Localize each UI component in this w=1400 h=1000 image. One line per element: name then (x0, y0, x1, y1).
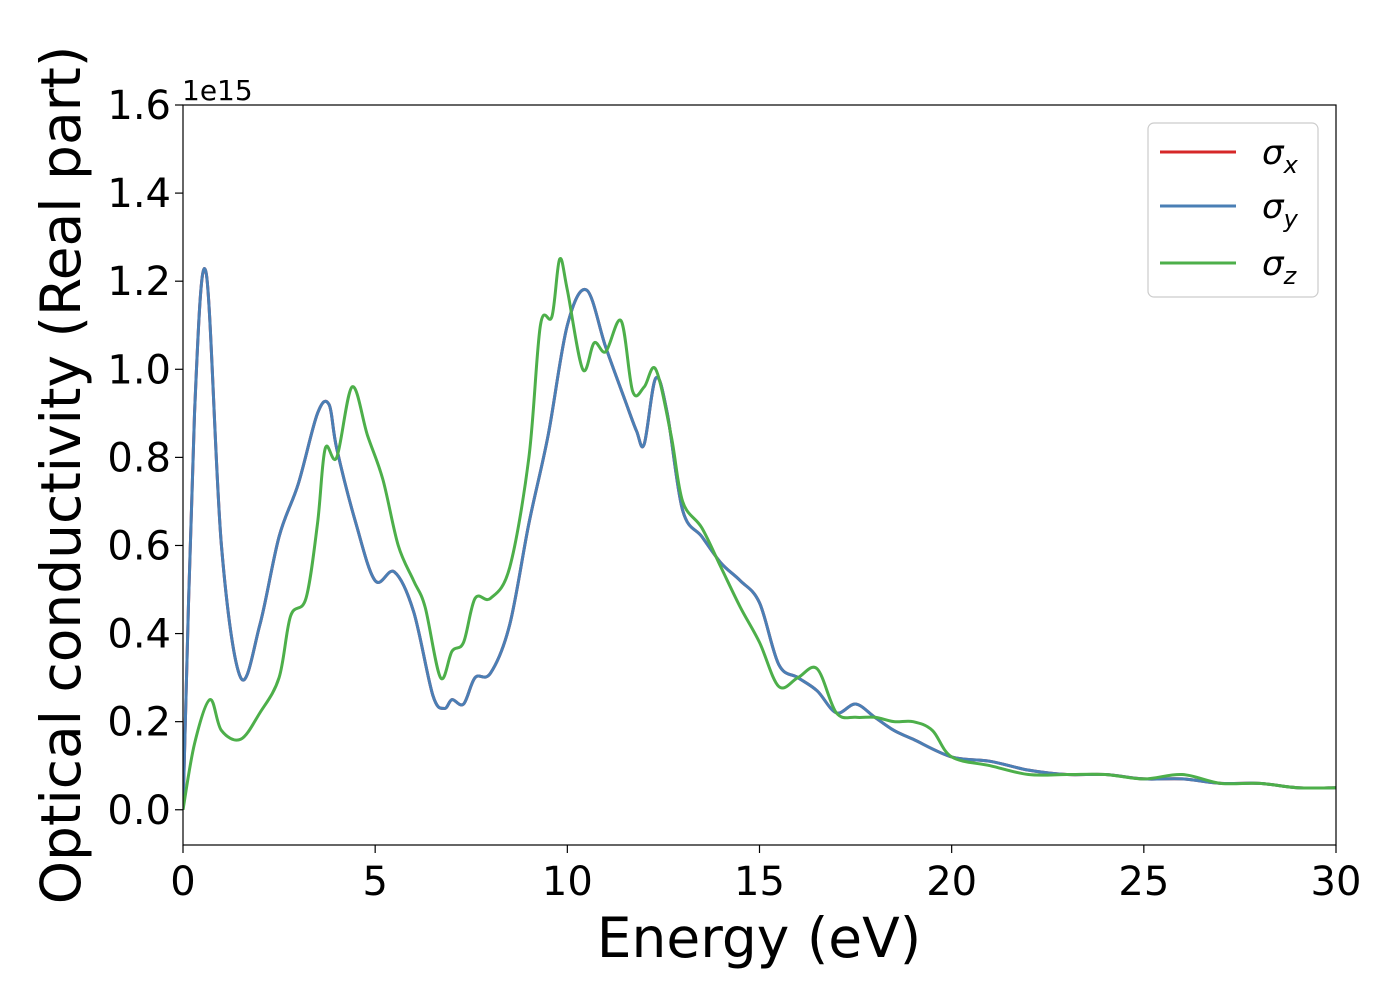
legend: σx σy σz (1147, 122, 1319, 298)
y-offset-label: 1e15 (182, 74, 253, 107)
x-tick-label: 10 (542, 859, 593, 905)
legend-label-sigma-z: σz (1262, 244, 1298, 290)
x-tick-label: 25 (1118, 859, 1169, 905)
legend-box (1147, 122, 1319, 298)
y-tick-label: 1.2 (107, 259, 171, 305)
x-tick-label: 5 (362, 859, 387, 905)
x-axis-ticks: 0 5 10 15 20 25 30 (170, 845, 1361, 905)
series-line-sigma-z (183, 256, 1336, 811)
x-tick-label: 20 (926, 859, 977, 905)
y-tick-label: 0.2 (107, 700, 171, 746)
y-axis-label: Optical conductivity (Real part) (29, 46, 93, 905)
y-tick-label: 1.4 (107, 171, 171, 217)
y-axis-ticks: 0.0 0.2 0.4 0.6 0.8 1.0 1.2 1.4 1.6 (107, 83, 183, 834)
x-tick-label: 30 (1311, 859, 1362, 905)
y-tick-label: 0.4 (107, 612, 171, 658)
y-tick-label: 1.6 (107, 83, 171, 129)
x-tick-label: 0 (170, 859, 195, 905)
legend-label-sigma-x: σx (1262, 133, 1299, 179)
x-axis-label: Energy (eV) (597, 906, 921, 970)
y-tick-label: 0.8 (107, 435, 171, 481)
x-tick-label: 15 (734, 859, 785, 905)
y-tick-label: 0.6 (107, 523, 171, 569)
legend-label-sigma-y: σy (1262, 187, 1299, 233)
y-tick-label: 1.0 (107, 347, 171, 393)
y-tick-label: 0.0 (107, 788, 171, 834)
plot-series-layer (183, 256, 1336, 811)
